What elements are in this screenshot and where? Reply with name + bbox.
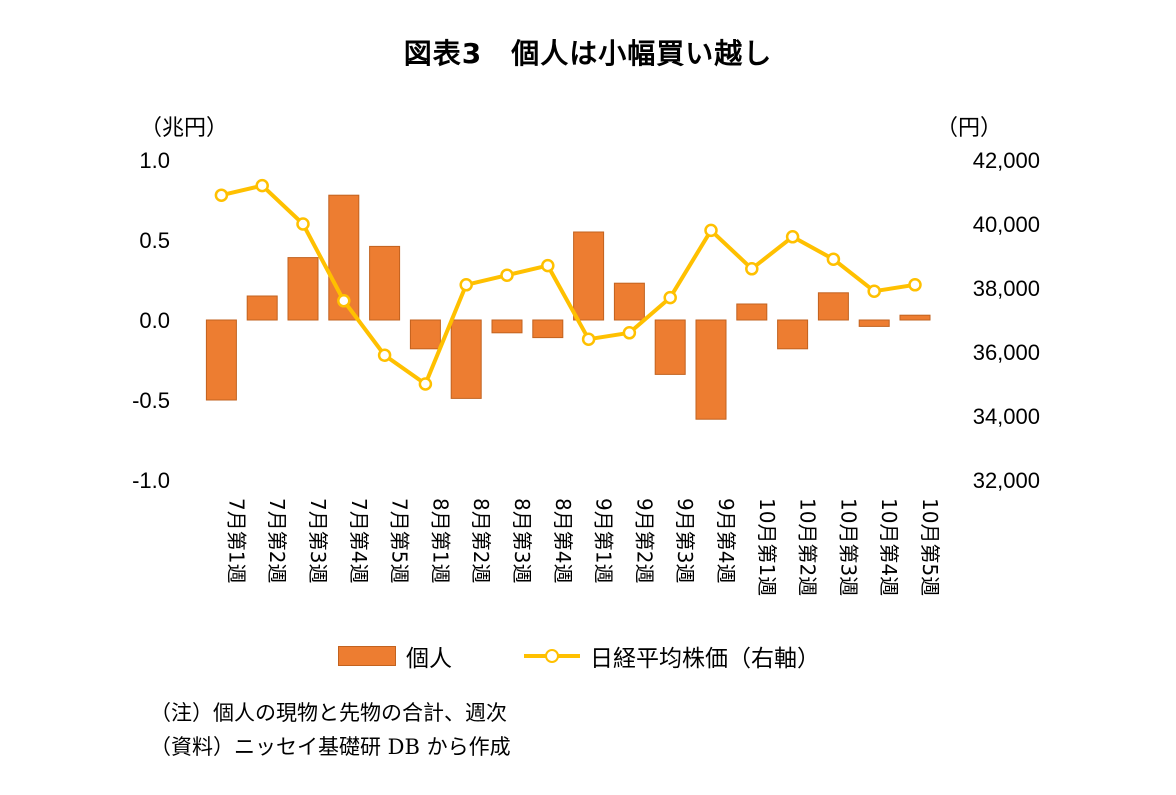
left-tick-label: -1.0 bbox=[132, 468, 170, 493]
line-point bbox=[867, 284, 881, 298]
category-label: 9月第1週 bbox=[592, 498, 616, 583]
bar bbox=[532, 319, 564, 339]
line-point bbox=[500, 268, 514, 282]
left-tick-label: 0.0 bbox=[139, 308, 170, 333]
category-label: 8月第2週 bbox=[469, 498, 493, 583]
legend: 個人 日経平均株価（右軸） bbox=[0, 636, 1176, 676]
source-line: （資料）ニッセイ基礎研 DB から作成 bbox=[150, 735, 511, 759]
notes: （注）個人の現物と先物の合計、週次 （資料）ニッセイ基礎研 DB から作成 bbox=[150, 696, 511, 764]
right-axis: 42,000 40,000 38,000 36,000 34,000 32,000 bbox=[973, 148, 1040, 493]
bar bbox=[491, 319, 523, 334]
chart-title: 図表3 個人は小幅買い越し bbox=[403, 37, 773, 70]
bar bbox=[205, 319, 237, 401]
line-point bbox=[826, 252, 841, 266]
line-series bbox=[214, 178, 922, 391]
legend-item-line: 日経平均株価（右軸） bbox=[524, 636, 820, 676]
category-label: 10月第3週 bbox=[836, 498, 860, 596]
category-label: 9月第3週 bbox=[673, 498, 697, 583]
bar bbox=[613, 282, 645, 321]
left-tick-label: -0.5 bbox=[132, 388, 170, 413]
line-point bbox=[785, 230, 800, 244]
line-point bbox=[255, 178, 269, 193]
right-tick-label: 40,000 bbox=[973, 212, 1040, 237]
line-point bbox=[908, 278, 922, 292]
legend-bar-swatch bbox=[338, 646, 396, 666]
legend-bar-label: 個人 bbox=[406, 646, 452, 672]
line-point bbox=[745, 262, 759, 276]
line-point bbox=[214, 188, 229, 202]
note-line: （注）個人の現物と先物の合計、週次 bbox=[150, 701, 507, 725]
right-tick-label: 36,000 bbox=[973, 340, 1040, 365]
right-axis-unit: （円） bbox=[936, 116, 1003, 141]
right-tick-label: 34,000 bbox=[973, 404, 1040, 429]
bar bbox=[573, 231, 605, 321]
bar bbox=[287, 257, 319, 321]
right-tick-label: 32,000 bbox=[973, 468, 1040, 493]
line-point bbox=[541, 258, 555, 273]
chart-area: 1.0 0.5 0.0 -0.5 -1.0 42,000 40,000 38,000 36,0… bbox=[132, 148, 1040, 596]
left-axis-unit: （兆円） bbox=[140, 116, 229, 141]
line-point bbox=[663, 290, 677, 305]
line-point bbox=[418, 377, 433, 391]
line-point bbox=[459, 278, 473, 292]
legend-line-swatch bbox=[524, 647, 580, 665]
bar bbox=[246, 295, 278, 321]
line-point bbox=[296, 217, 310, 231]
bar-series bbox=[205, 194, 931, 420]
bar bbox=[817, 292, 849, 321]
bar bbox=[858, 319, 890, 327]
bar bbox=[736, 303, 768, 321]
category-label: 9月第2週 bbox=[632, 498, 656, 583]
category-label: 10月第4週 bbox=[877, 498, 901, 596]
left-tick-label: 0.5 bbox=[139, 228, 170, 253]
line-path bbox=[220, 183, 916, 386]
bar bbox=[369, 245, 401, 321]
category-label: 10月第1週 bbox=[755, 498, 779, 596]
bar bbox=[409, 319, 441, 350]
category-label: 8月第3週 bbox=[510, 498, 534, 583]
category-label: 7月第1週 bbox=[224, 498, 248, 583]
legend-item-bar: 個人 bbox=[338, 636, 452, 676]
category-label: 10月第2週 bbox=[796, 498, 820, 596]
line-point bbox=[377, 348, 392, 362]
right-tick-label: 42,000 bbox=[973, 148, 1040, 173]
category-label: 10月第5週 bbox=[918, 498, 942, 596]
bar bbox=[777, 319, 809, 350]
category-label: 8月第1週 bbox=[428, 498, 452, 583]
right-tick-label: 38,000 bbox=[973, 276, 1040, 301]
category-label: 7月第5週 bbox=[388, 498, 412, 583]
line-point bbox=[622, 326, 637, 340]
left-axis: 1.0 0.5 0.0 -0.5 -1.0 bbox=[132, 148, 170, 493]
category-label: 7月第3週 bbox=[306, 498, 330, 583]
category-label: 8月第4週 bbox=[551, 498, 575, 583]
bar bbox=[899, 314, 931, 321]
line-point bbox=[704, 223, 718, 238]
category-label: 9月第4週 bbox=[714, 498, 738, 583]
line-point bbox=[337, 294, 351, 308]
bar bbox=[695, 319, 727, 420]
bar bbox=[654, 319, 686, 375]
left-tick-label: 1.0 bbox=[139, 148, 170, 173]
category-label: 7月第4週 bbox=[347, 498, 371, 583]
legend-line-label: 日経平均株価（右軸） bbox=[590, 646, 820, 672]
category-labels: 7月第1週 7月第2週 7月第3週 7月第4週 7月第5週 8月第1週 8月第2週 8月第3週… bbox=[224, 498, 942, 596]
category-label: 7月第2週 bbox=[265, 498, 289, 583]
line-point bbox=[581, 332, 596, 346]
bar bbox=[450, 319, 482, 399]
